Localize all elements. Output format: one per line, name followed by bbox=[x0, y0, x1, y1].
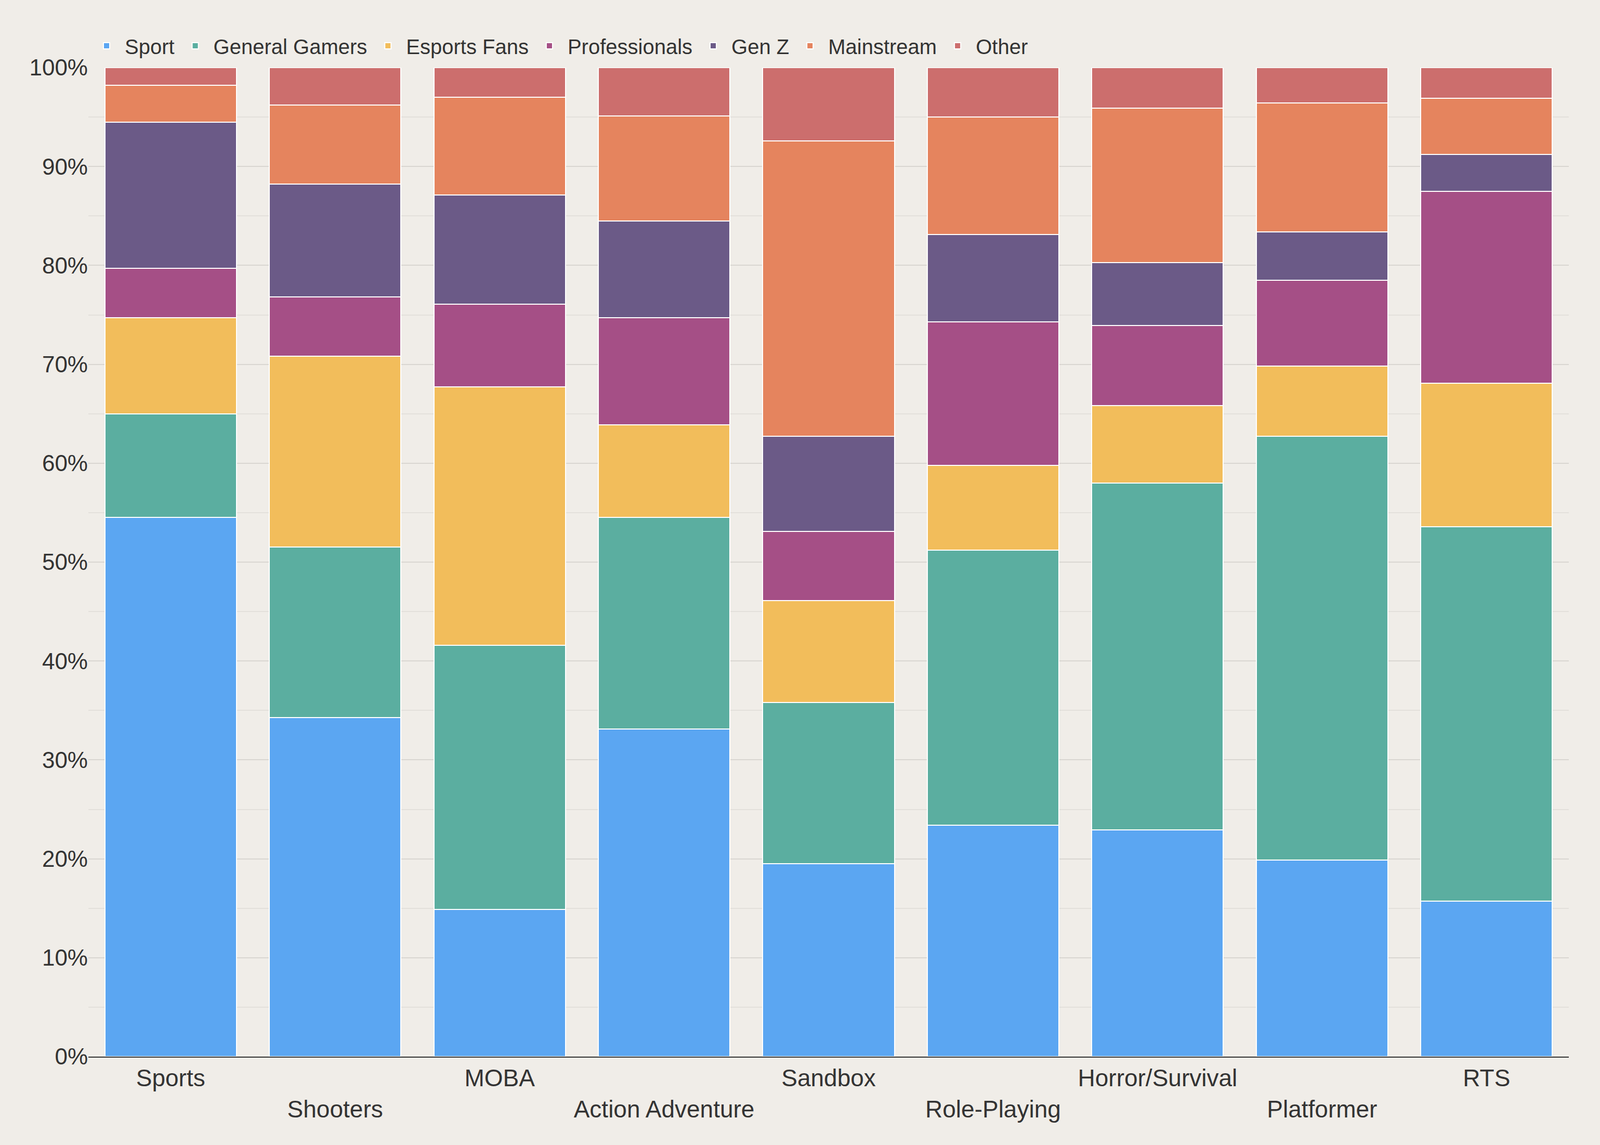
svg-text:Platformer: Platformer bbox=[1266, 1095, 1377, 1123]
svg-text:70%: 70% bbox=[42, 351, 88, 377]
svg-text:Professionals: Professionals bbox=[567, 35, 693, 59]
svg-text:Action Adventure: Action Adventure bbox=[573, 1095, 755, 1123]
svg-text:Sandbox: Sandbox bbox=[781, 1064, 876, 1092]
svg-text:Horror/Survival: Horror/Survival bbox=[1078, 1064, 1238, 1092]
svg-text:10%: 10% bbox=[42, 944, 88, 970]
svg-text:50%: 50% bbox=[42, 548, 88, 575]
svg-text:Sport: Sport bbox=[124, 35, 175, 59]
svg-text:Other: Other bbox=[975, 35, 1028, 59]
svg-text:20%: 20% bbox=[42, 845, 88, 872]
svg-text:40%: 40% bbox=[42, 648, 88, 674]
svg-text:Esports Fans: Esports Fans bbox=[405, 35, 529, 59]
svg-text:Mainstream: Mainstream bbox=[828, 35, 937, 59]
svg-text:General Gamers: General Gamers bbox=[213, 35, 368, 59]
svg-text:RTS: RTS bbox=[1462, 1064, 1511, 1092]
svg-text:MOBA: MOBA bbox=[464, 1064, 535, 1092]
svg-text:60%: 60% bbox=[42, 450, 88, 476]
svg-text:30%: 30% bbox=[42, 746, 88, 773]
svg-text:90%: 90% bbox=[42, 153, 88, 180]
svg-text:80%: 80% bbox=[42, 252, 88, 279]
svg-text:Role-Playing: Role-Playing bbox=[925, 1095, 1061, 1123]
svg-text:Sports: Sports bbox=[136, 1064, 206, 1092]
svg-text:0%: 0% bbox=[54, 1043, 88, 1069]
svg-text:Gen Z: Gen Z bbox=[731, 35, 790, 59]
svg-text:100%: 100% bbox=[29, 54, 88, 81]
svg-text:Shooters: Shooters bbox=[287, 1095, 384, 1123]
